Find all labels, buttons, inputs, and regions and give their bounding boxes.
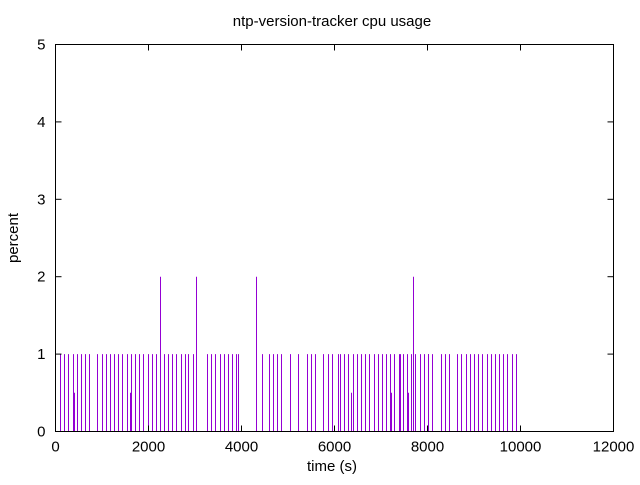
y-tick-label: 5 <box>37 37 45 54</box>
y-tick-label: 1 <box>37 346 45 363</box>
x-tick-label: 2000 <box>132 439 165 456</box>
x-tick-label: 8000 <box>411 439 444 456</box>
x-tick-label: 0 <box>51 439 59 456</box>
tick-labels: 0 2000 4000 6000 8000 10000 12000 0 1 2 3 4 5 <box>37 37 634 456</box>
x-axis-label: time (s) <box>307 458 357 475</box>
chart-title: ntp-version-tracker cpu usage <box>233 13 431 30</box>
y-tick-label: 0 <box>37 424 45 441</box>
x-tick-label: 12000 <box>593 439 635 456</box>
y-tick-label: 4 <box>37 114 45 131</box>
y-tick-label: 3 <box>37 191 45 208</box>
x-tick-label: 10000 <box>500 439 542 456</box>
x-tick-label: 4000 <box>225 439 258 456</box>
y-tick-label: 2 <box>37 269 45 286</box>
x-tick-label: 6000 <box>318 439 351 456</box>
y-axis-label: percent <box>5 212 22 263</box>
data-spikes <box>60 276 517 432</box>
axis-ticks <box>55 44 614 432</box>
